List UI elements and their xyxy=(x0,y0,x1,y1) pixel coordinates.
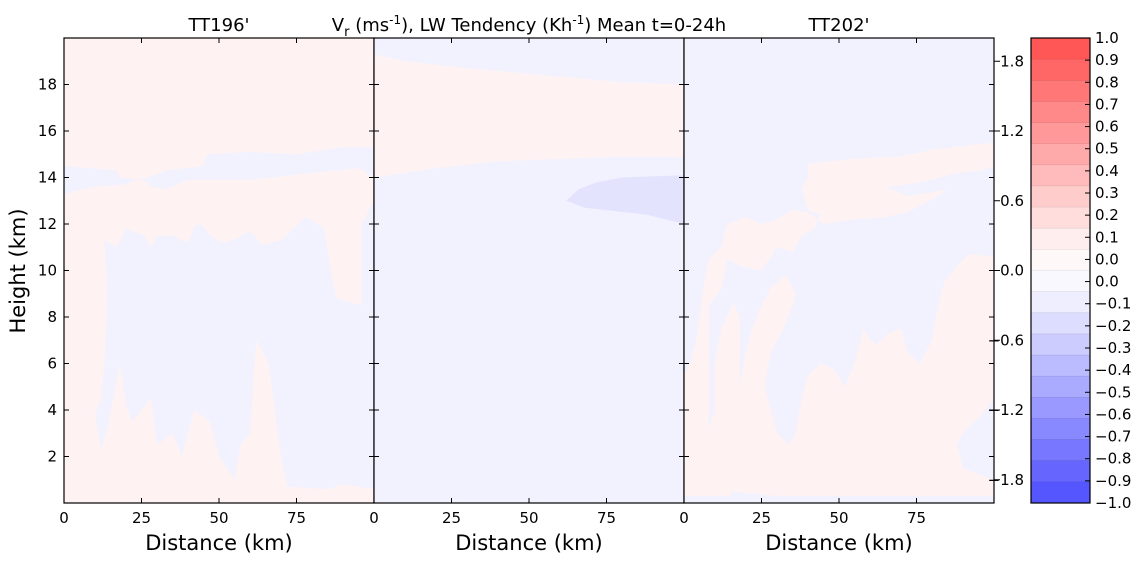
x-tick-label: 50 xyxy=(829,509,848,527)
y-tick-label: 14 xyxy=(38,169,57,187)
contour-region xyxy=(64,147,374,490)
x-tick-label: 50 xyxy=(519,509,538,527)
panels: 0 25 50 75 2 4 6 8 10 12 14 16 18 Distance (km) TT196'… xyxy=(38,15,995,555)
colorbar-band xyxy=(1031,397,1090,419)
colorbar-band xyxy=(1031,143,1090,166)
x-tick-label: 25 xyxy=(752,509,771,527)
colorbar-tick-label: −0.8 xyxy=(1095,450,1131,468)
title-sub: r xyxy=(344,25,350,40)
secondary-tick-label: 0.6 xyxy=(1000,192,1024,210)
colorbar-tick-label: 0.4 xyxy=(1095,162,1119,180)
colorbar-band xyxy=(1031,207,1090,229)
x-tick-label: 25 xyxy=(132,509,151,527)
contour-region xyxy=(566,175,684,224)
secondary-tick-label: 0.0 xyxy=(1000,262,1024,280)
colorbar-band xyxy=(1031,291,1090,314)
colorbar-tick-label: −0.6 xyxy=(1095,405,1131,423)
y-tick-label: 6 xyxy=(47,355,57,373)
contour-region xyxy=(374,54,684,178)
contour-region xyxy=(845,247,945,322)
colorbar-band xyxy=(1031,418,1090,441)
x-tick-label: 0 xyxy=(369,509,379,527)
colorbar-band xyxy=(1031,59,1090,81)
y-tick-label: 4 xyxy=(47,401,57,419)
colorbar-tick-label: 0.0 xyxy=(1095,273,1119,291)
colorbar-tick-label: 0.9 xyxy=(1095,51,1119,69)
colorbar-tick-label: −0.7 xyxy=(1095,428,1131,446)
secondary-tick-label: −0.6 xyxy=(988,331,1024,349)
colorbar-tick-label: 0.0 xyxy=(1095,250,1119,268)
contour-region xyxy=(684,142,994,496)
x-tick-label: 50 xyxy=(209,509,228,527)
colorbar: 1.0 0.9 0.8 0.7 0.6 0.5 0.4 0.3 0.2 0.1 0.0 0.0 −0.1… xyxy=(988,29,1132,512)
x-tick-label: 75 xyxy=(287,509,306,527)
y-tick-label: 16 xyxy=(38,122,57,140)
colorbar-tick-label: −0.4 xyxy=(1095,361,1131,379)
y-tick-label: 12 xyxy=(38,215,57,233)
y-tick-label: 10 xyxy=(38,262,57,280)
colorbar-tick-label: 0.7 xyxy=(1095,95,1119,113)
colorbar-tick-label: −0.3 xyxy=(1095,339,1131,357)
secondary-tick-label: 1.8 xyxy=(1000,52,1024,70)
main-title: Vr (ms-1), LW Tendency (Kh-1) Mean t=0-2… xyxy=(332,13,726,40)
colorbar-band xyxy=(1031,376,1090,398)
panel-2: 0 25 50 75 Distance (km) xyxy=(369,37,685,555)
colorbar-band xyxy=(1031,439,1090,462)
contour-region xyxy=(885,165,994,197)
colorbar-tick-label: −0.9 xyxy=(1095,472,1131,490)
colorbar-tick-label: −1.0 xyxy=(1095,494,1131,512)
title-exp2: -1 xyxy=(572,13,584,27)
colorbar-tick-label: 1.0 xyxy=(1095,29,1119,47)
colorbar-band xyxy=(1031,333,1090,356)
colorbar-tick-label: −0.5 xyxy=(1095,383,1131,401)
y-axis-label: Height (km) xyxy=(6,208,30,333)
colorbar-tick-label: 0.3 xyxy=(1095,184,1119,202)
colorbar-band xyxy=(1031,312,1090,335)
colorbar-frame xyxy=(1030,37,1091,504)
colorbar-tick-label: −0.2 xyxy=(1095,317,1131,335)
title-v: V xyxy=(332,15,345,36)
colorbar-band xyxy=(1031,122,1090,145)
panel-1: 0 25 50 75 2 4 6 8 10 12 14 16 18 Distance (km) TT196' xyxy=(38,15,375,555)
colorbar-band xyxy=(1031,228,1090,250)
colorbar-tick-label: 0.5 xyxy=(1095,140,1119,158)
colorbar-band xyxy=(1031,270,1090,293)
colorbar-band xyxy=(1031,460,1090,483)
panel-title: TT202' xyxy=(808,15,870,36)
y-tick-label: 18 xyxy=(38,76,57,94)
colorbar-band xyxy=(1031,355,1090,377)
colorbar-tick-label: 0.8 xyxy=(1095,73,1119,91)
colorbar-tick-label: 0.1 xyxy=(1095,228,1119,246)
colorbar-band xyxy=(1031,249,1090,271)
panel-title: TT196' xyxy=(188,15,250,36)
title-exp1: -1 xyxy=(389,13,401,27)
x-tick-label: 0 xyxy=(59,509,69,527)
colorbar-band xyxy=(1031,101,1090,124)
colorbar-band xyxy=(1031,38,1090,60)
y-tick-label: 8 xyxy=(47,308,57,326)
colorbar-tick-label: −0.1 xyxy=(1095,295,1131,313)
x-tick-label: 25 xyxy=(442,509,461,527)
x-tick-label: 75 xyxy=(597,509,616,527)
colorbar-band xyxy=(1031,80,1090,102)
colorbar-band xyxy=(1031,481,1090,504)
colorbar-tick-label: 0.2 xyxy=(1095,206,1119,224)
secondary-tick-label: −1.2 xyxy=(988,401,1024,419)
title-units-open: (ms xyxy=(349,15,389,36)
x-tick-label: 75 xyxy=(907,509,926,527)
colorbar-tick-label: 0.6 xyxy=(1095,118,1119,136)
x-axis-label: Distance (km) xyxy=(765,531,913,555)
title-tail: ) Mean t=0-24h xyxy=(584,15,726,36)
secondary-tick-label: 1.2 xyxy=(1000,122,1024,140)
title-mid: ), LW Tendency (Kh xyxy=(401,15,572,36)
x-tick-label: 0 xyxy=(679,509,689,527)
colorbar-band xyxy=(1031,164,1090,187)
x-axis-label: Distance (km) xyxy=(455,531,603,555)
y-tick-label: 2 xyxy=(47,448,57,466)
panel-3: 0 25 50 75 Distance (km) TT202' xyxy=(679,15,995,555)
colorbar-band xyxy=(1031,185,1090,208)
secondary-tick-label: −1.8 xyxy=(988,471,1024,489)
x-axis-label: Distance (km) xyxy=(145,531,293,555)
